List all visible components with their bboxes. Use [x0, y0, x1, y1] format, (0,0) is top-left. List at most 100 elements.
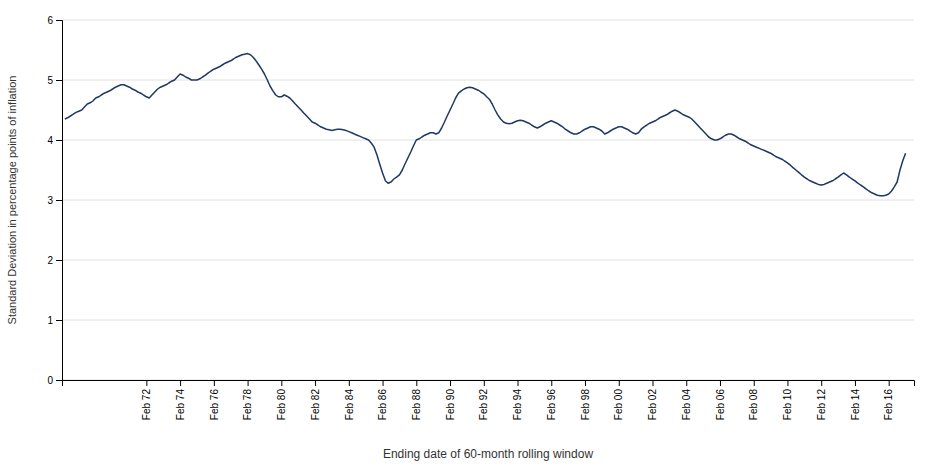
x-tick: Feb 82 [310, 380, 321, 420]
y-tick: 2 [47, 255, 62, 266]
x-tick-label: Feb 12 [816, 389, 827, 421]
x-tick-mark [821, 380, 822, 386]
x-tick-mark [855, 380, 856, 386]
x-tick-label: Feb 08 [748, 389, 759, 421]
x-tick-label: Feb 78 [242, 389, 253, 421]
y-tick: 6 [47, 15, 62, 26]
x-tick-mark [720, 380, 721, 386]
x-tick-label: Feb 10 [782, 389, 793, 421]
x-tick: Feb 92 [478, 380, 489, 420]
x-tick-mark [214, 380, 215, 386]
x-axis-title: Ending date of 60-month rolling window [383, 447, 593, 461]
y-tick: 0 [47, 375, 62, 386]
x-tick-mark [416, 380, 417, 386]
x-tick-label: Feb 94 [512, 389, 523, 421]
x-tick: Feb 04 [681, 380, 692, 420]
x-tick-mark [551, 380, 552, 386]
y-tick: 3 [47, 195, 62, 206]
y-tick-mark [56, 200, 62, 201]
x-tick-mark [146, 380, 147, 386]
x-tick-label: Feb 02 [647, 389, 658, 421]
y-tick-label: 6 [47, 15, 53, 26]
y-tick: 4 [47, 135, 62, 146]
x-tick-label: Feb 72 [141, 389, 152, 421]
grid-line [62, 260, 914, 261]
x-tick-label: Feb 00 [613, 389, 624, 421]
x-tick-mark [180, 380, 181, 386]
x-tick-label: Feb 92 [478, 389, 489, 421]
y-tick-label: 5 [47, 75, 53, 86]
x-tick: Feb 74 [175, 380, 186, 420]
x-tick: Feb 78 [242, 380, 253, 420]
y-tick-mark [56, 380, 62, 381]
y-tick-label: 2 [47, 255, 53, 266]
grid [62, 20, 914, 380]
grid-line [62, 200, 914, 201]
y-axis-line [56, 21, 63, 381]
x-tick-mark [383, 380, 384, 386]
line [65, 54, 906, 196]
x-tick: Feb 80 [276, 380, 287, 420]
x-tick-mark [619, 380, 620, 386]
x-tick-mark [281, 380, 282, 386]
x-tick: Feb 88 [411, 380, 422, 420]
x-tick-label: Feb 14 [850, 389, 861, 421]
x-tick-label: Feb 98 [580, 389, 591, 421]
x-tick-mark [652, 380, 653, 386]
x-axis-line [63, 381, 915, 387]
x-tick: Feb 00 [613, 380, 624, 420]
x-tick: Feb 14 [850, 380, 861, 420]
y-tick: 1 [47, 315, 62, 326]
y-tick-label: 1 [47, 315, 53, 326]
x-tick-mark [754, 380, 755, 386]
x-tick-label: Feb 04 [681, 389, 692, 421]
x-tick: Feb 16 [883, 380, 894, 420]
x-tick: Feb 02 [647, 380, 658, 420]
x-tick-mark [484, 380, 485, 386]
x-tick: Feb 90 [445, 380, 456, 420]
x-tick-label: Feb 74 [175, 389, 186, 421]
y-tick-label: 4 [47, 135, 53, 146]
y-tick-mark [56, 320, 62, 321]
marks [65, 54, 906, 196]
x-tick-mark [450, 380, 451, 386]
y-tick-mark [56, 20, 62, 21]
x-tick: Feb 86 [377, 380, 388, 420]
x-tick-label: Feb 06 [715, 389, 726, 421]
x-tick-mark [585, 380, 586, 386]
plot-area: Feb 72 Feb 74 Feb 76 Feb 78 Feb 80 Feb 82 Feb … [47, 15, 914, 420]
y-tick-label: 3 [47, 195, 53, 206]
x-tick: Feb 98 [580, 380, 591, 420]
x-tick: Feb 12 [816, 380, 827, 420]
grid-line [62, 140, 914, 141]
x-axis: Feb 72 Feb 74 Feb 76 Feb 78 Feb 80 Feb 82 Feb … [63, 380, 915, 420]
x-tick: Feb 84 [344, 380, 355, 420]
grid-line [62, 320, 914, 321]
x-tick-label: Feb 84 [344, 389, 355, 421]
x-tick-mark [787, 380, 788, 386]
x-tick: Feb 96 [546, 380, 557, 420]
x-tick-label: Feb 88 [411, 389, 422, 421]
chart: Feb 72 Feb 74 Feb 76 Feb 78 Feb 80 Feb 82 Feb … [0, 0, 938, 468]
x-tick: Feb 94 [512, 380, 523, 420]
y-tick-mark [56, 140, 62, 141]
y-axis: 0 1 2 3 4 5 6 [47, 15, 62, 386]
x-tick-mark [248, 380, 249, 386]
x-tick-mark [315, 380, 316, 386]
x-tick: Feb 08 [748, 380, 759, 420]
x-tick: Feb 76 [209, 380, 220, 420]
x-tick: Feb 06 [715, 380, 726, 420]
y-tick: 5 [47, 75, 62, 86]
x-tick-mark [686, 380, 687, 386]
y-tick-label: 0 [47, 375, 53, 386]
x-tick-label: Feb 90 [445, 389, 456, 421]
y-tick-mark [56, 260, 62, 261]
x-tick-mark [889, 380, 890, 386]
grid-line [62, 20, 914, 21]
x-tick-label: Feb 76 [209, 389, 220, 421]
x-tick-label: Feb 86 [377, 389, 388, 421]
x-tick-label: Feb 80 [276, 389, 287, 421]
x-tick-mark [349, 380, 350, 386]
x-tick: Feb 72 [141, 380, 152, 420]
x-tick-label: Feb 82 [310, 389, 321, 421]
